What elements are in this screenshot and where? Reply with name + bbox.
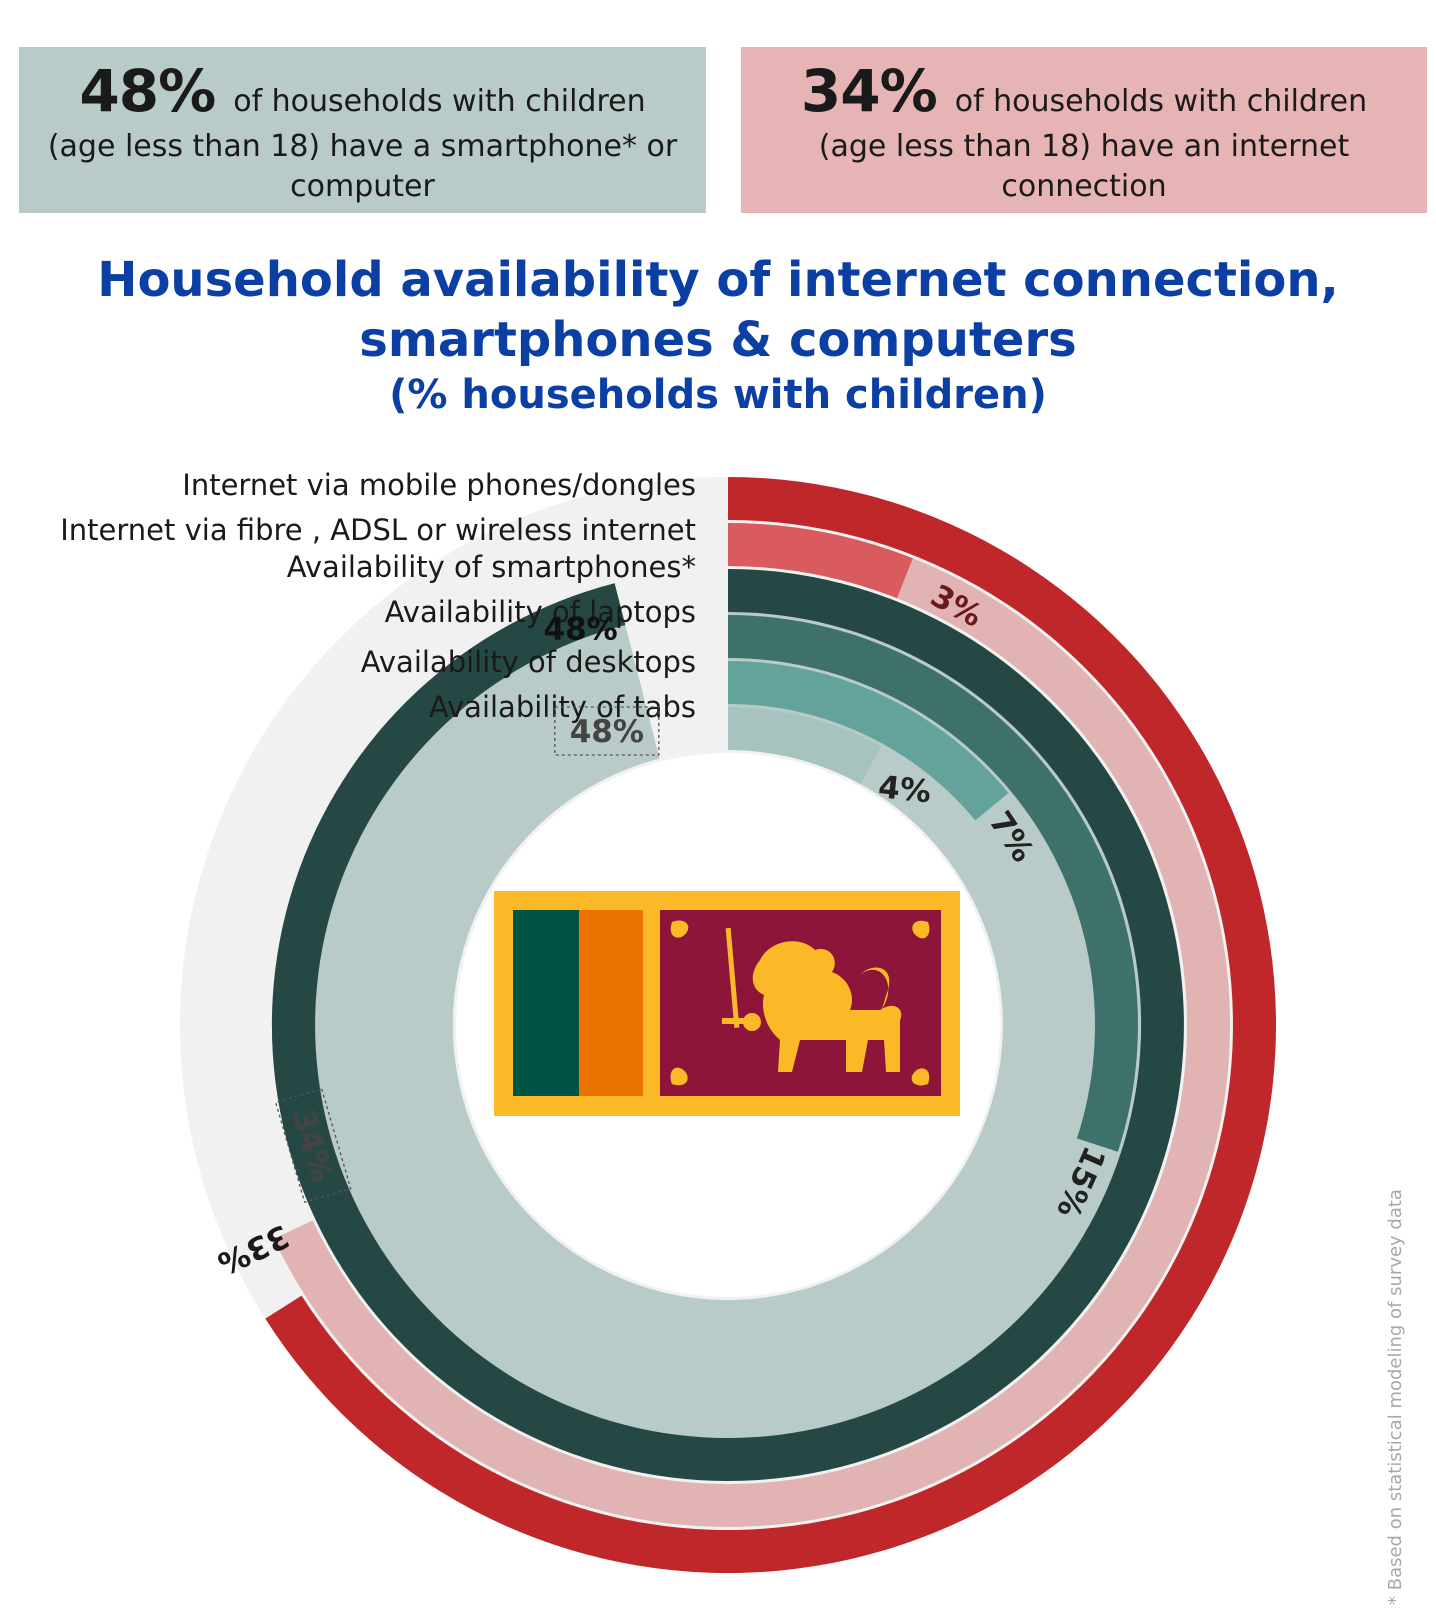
smartphone-computer-text-line1: of households with children (233, 84, 646, 119)
chart-value-label: 48% (543, 612, 617, 648)
chart-subtitle: (% households with children) (389, 372, 1047, 418)
internet-text-line2: (age less than 18) have an internet conn… (818, 128, 1350, 204)
chart-category-label: Availability of smartphones* (287, 550, 696, 584)
chart-bar (728, 523, 913, 599)
chart-title-line2: smartphones & computers (359, 312, 1077, 368)
internet-stat-box: 34% of households with children (age less… (741, 47, 1427, 213)
chart-bars (265, 477, 1277, 1573)
chart-bar (728, 661, 1009, 821)
internet-percent: 34% (800, 57, 938, 125)
chart-category-label: Availability of desktops (361, 645, 696, 679)
smartphone-computer-stat-box: 48% of households with children (age less… (19, 47, 706, 213)
footnote: * Based on statistical modeling of surve… (1385, 1189, 1406, 1605)
chart-bar (728, 706, 882, 784)
chart-value-label: 4% (877, 769, 933, 810)
chart-bar (728, 615, 1138, 1152)
chart-category-label: Internet via mobile phones/dongles (182, 468, 696, 502)
smartphone-computer-text-line2: (age less than 18) have a smartphone* or… (47, 128, 678, 204)
svg-text:48%: 48% (543, 612, 617, 648)
chart-category-label: Internet via fibre , ADSL or wireless in… (60, 513, 696, 547)
chart-value-label: 48% (554, 706, 660, 756)
svg-text:48%: 48% (570, 714, 644, 750)
chart-title: Household availability of internet conne… (0, 250, 1436, 420)
internet-text-line1: of households with children (954, 84, 1368, 119)
svg-text:4%: 4% (877, 769, 933, 810)
chart-title-line1: Household availability of internet conne… (97, 252, 1339, 308)
sri-lanka-flag-icon (494, 891, 960, 1116)
smartphone-computer-percent: 48% (79, 57, 216, 125)
chart-category-label: Availability of laptops (385, 595, 696, 629)
